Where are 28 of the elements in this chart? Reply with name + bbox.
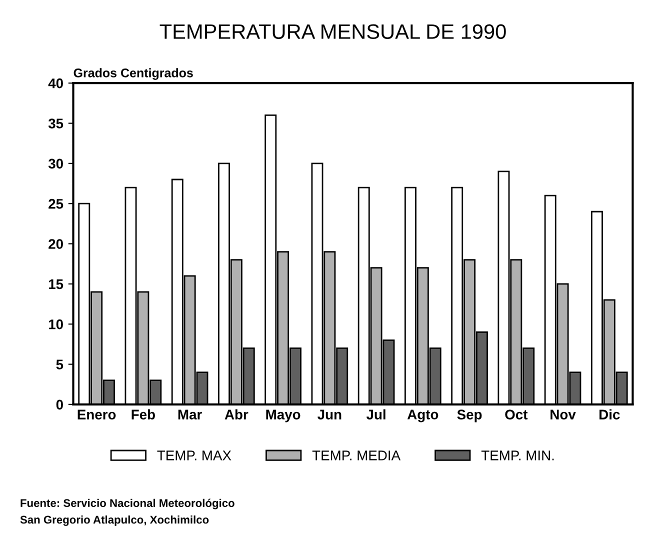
- text: San Gregorio Atlapulco, Xochimilco: [20, 515, 209, 526]
- y-axis-title: Grados Centigrados: [74, 68, 193, 80]
- y-tick-label: 20: [48, 239, 63, 249]
- x-tick-label: Abr: [224, 409, 248, 420]
- x-tick-label: Enero: [78, 410, 116, 420]
- y-tick-label: 30: [48, 158, 63, 169]
- source-note: Fuente: Servicio Nacional Meteorológico: [20, 498, 234, 510]
- chart-title: TEMPERATURA MENSUAL DE 1990: [160, 24, 506, 39]
- x-tick-label: Sep: [457, 410, 482, 422]
- y-tick-label: 15: [48, 279, 64, 290]
- y-tick-label: 40: [48, 78, 63, 88]
- x-tick-label: Nov: [550, 410, 576, 420]
- x-tick-label: Jul: [366, 409, 386, 420]
- x-tick-label: Feb: [132, 409, 155, 420]
- x-tick-label: Oct: [505, 410, 528, 420]
- legend-label: TEMP. MEDIA: [312, 450, 401, 460]
- x-tick-label: Agto: [407, 410, 438, 422]
- y-tick-label: 25: [48, 198, 64, 209]
- x-tick-label: Jun: [318, 410, 342, 420]
- x-tick-label: Mar: [178, 410, 202, 420]
- y-tick-label: 35: [48, 118, 64, 128]
- legend-label: TEMP. MAX: [157, 450, 232, 460]
- x-tick-label: Dic: [600, 409, 620, 420]
- x-tick-label: Mayo: [266, 410, 300, 422]
- y-tick-label: 0: [56, 400, 63, 410]
- legend-label: TEMP. MIN.: [481, 450, 554, 460]
- y-tick-label: 10: [48, 319, 63, 330]
- y-tick-label: 5: [56, 360, 64, 370]
